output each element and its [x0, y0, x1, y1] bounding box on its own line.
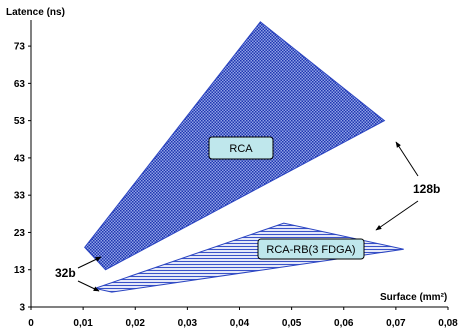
- arrow-128b-to-rca: [395, 141, 419, 177]
- y-axis-title: Latence (ns): [6, 7, 65, 18]
- rca-rb-label: RCA-RB(3 FDGA): [266, 244, 355, 256]
- x-tick-label: 0,07: [386, 318, 406, 329]
- arrow-32b-to-rca: [77, 256, 102, 269]
- x-tick-label: 0,05: [282, 318, 302, 329]
- x-ticks: 0 0,01 0,02 0,03 0,04 0,05 0,06 0,07 0,08: [28, 307, 458, 329]
- y-tick-label: 13: [14, 265, 26, 276]
- x-tick-label: 0,02: [126, 318, 146, 329]
- y-tick-label: 43: [14, 153, 26, 164]
- arrow-128b-to-rca-rb: [375, 200, 419, 231]
- y-tick-label: 33: [14, 191, 26, 202]
- y-tick-label: 3: [19, 303, 25, 314]
- annotation-32b: 32b: [55, 266, 76, 280]
- arrow-32b-to-rca-rb: [77, 280, 100, 292]
- rca-label: RCA: [229, 143, 253, 155]
- y-ticks: 3 13 23 33 43 53 63 73: [14, 42, 31, 314]
- y-tick-label: 63: [14, 79, 26, 90]
- x-tick-label: 0,01: [73, 318, 93, 329]
- y-tick-label: 73: [14, 42, 26, 53]
- y-tick-label: 23: [14, 228, 26, 239]
- y-tick-label: 53: [14, 116, 26, 127]
- annotation-128b: 128b: [413, 182, 440, 196]
- x-tick-label: 0,03: [178, 318, 198, 329]
- x-tick-label: 0,08: [438, 318, 458, 329]
- x-tick-label: 0,04: [230, 318, 250, 329]
- x-tick-label: 0: [28, 318, 34, 329]
- x-tick-label: 0,06: [334, 318, 354, 329]
- x-axis-title: Surface (mm²): [380, 292, 447, 303]
- rca-rb-label-box: RCA-RB(3 FDGA): [257, 238, 365, 260]
- rca-label-box: RCA: [208, 136, 274, 160]
